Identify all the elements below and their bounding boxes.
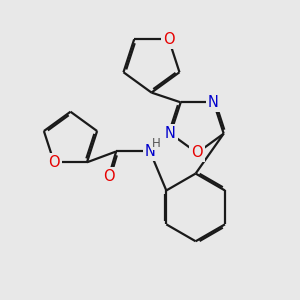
Text: N: N [208, 95, 219, 110]
Text: O: O [191, 146, 203, 160]
Text: O: O [163, 32, 175, 47]
Text: O: O [48, 155, 60, 170]
Text: N: N [165, 126, 176, 141]
Text: O: O [103, 169, 115, 184]
Text: N: N [145, 144, 155, 159]
Text: H: H [152, 137, 161, 150]
